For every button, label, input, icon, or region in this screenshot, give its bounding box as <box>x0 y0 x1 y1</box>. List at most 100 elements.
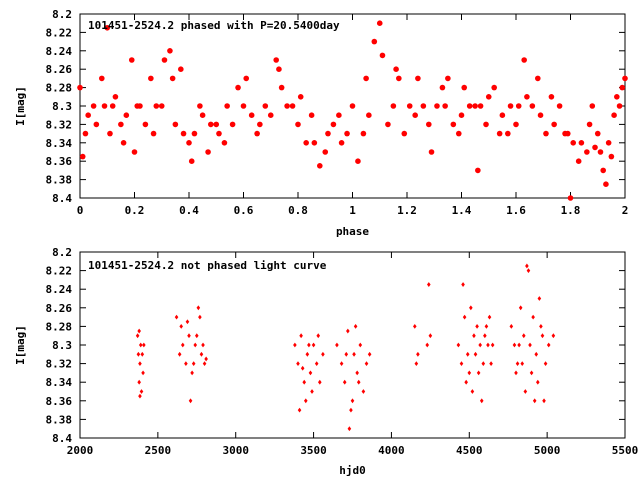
data-point <box>406 103 413 109</box>
x-tick-label: 1.4 <box>452 204 472 217</box>
data-point <box>139 389 144 394</box>
data-point <box>138 342 143 348</box>
y-tick-label: 8.34 <box>46 376 73 389</box>
data-point <box>469 305 473 311</box>
data-point <box>472 333 476 339</box>
data-point <box>307 342 311 348</box>
data-point <box>224 103 230 109</box>
data-point <box>515 103 522 109</box>
data-point <box>248 112 255 118</box>
data-point <box>505 130 511 137</box>
data-point <box>208 121 214 128</box>
data-point <box>466 103 473 109</box>
data-point <box>564 130 571 137</box>
data-point <box>461 84 468 91</box>
data-point <box>475 324 479 329</box>
x-tick-label: 0 <box>77 204 84 217</box>
data-point <box>531 314 535 320</box>
data-point <box>486 342 490 348</box>
data-point <box>112 94 119 100</box>
data-point <box>278 84 285 91</box>
data-point <box>611 112 617 118</box>
data-point <box>534 351 539 357</box>
data-point <box>148 75 154 82</box>
data-point <box>293 342 297 348</box>
data-point <box>136 351 141 357</box>
x-tick-label: 3500 <box>300 444 327 457</box>
data-point <box>240 103 247 109</box>
data-point <box>180 342 185 348</box>
data-point <box>584 149 590 155</box>
data-point <box>529 370 534 376</box>
data-point <box>390 103 397 109</box>
x-axis-label: phase <box>336 225 369 238</box>
x-tick-label: 2000 <box>67 444 94 457</box>
data-point <box>346 328 350 334</box>
data-point <box>524 94 530 100</box>
x-tick-labels: 0 0.2 0.4 0.6 0.8 1 1.2 1.4 1.6 1.8 2 <box>77 204 629 217</box>
data-point <box>161 57 168 63</box>
data-point <box>456 342 461 348</box>
data-point <box>616 103 623 109</box>
data-point <box>296 361 300 366</box>
data-point <box>311 140 318 146</box>
data-point <box>513 121 519 128</box>
data-point <box>412 112 418 118</box>
data-point <box>318 379 322 385</box>
data-point <box>138 393 142 399</box>
data-point <box>542 398 546 404</box>
x-tick-label: 1.2 <box>397 204 417 217</box>
data-point <box>517 342 521 348</box>
data-point <box>289 103 296 109</box>
data-point <box>575 158 582 164</box>
data-points <box>135 263 556 432</box>
data-point <box>254 130 260 137</box>
data-point <box>358 342 363 348</box>
data-point <box>496 130 503 137</box>
data-point <box>594 130 601 137</box>
data-point <box>204 356 208 362</box>
y-tick-label: 8.38 <box>46 413 73 426</box>
data-point <box>491 84 498 91</box>
x-axis-label: hjd0 <box>339 464 366 477</box>
data-point <box>586 121 593 128</box>
data-point <box>592 144 598 151</box>
data-point <box>507 103 514 109</box>
data-point <box>235 84 241 91</box>
data-point <box>135 333 140 339</box>
data-point <box>414 361 419 366</box>
y-tick-label: 8.28 <box>46 320 73 333</box>
data-point <box>548 94 555 100</box>
data-point <box>412 324 417 329</box>
data-point <box>330 121 337 128</box>
data-point <box>543 361 548 366</box>
data-point <box>174 314 179 320</box>
y-tick-label: 8.22 <box>46 26 73 39</box>
data-point <box>426 121 432 128</box>
data-point <box>490 342 495 348</box>
data-point <box>546 342 551 348</box>
data-point <box>512 342 517 348</box>
data-point <box>201 342 205 348</box>
data-point <box>190 370 194 376</box>
data-point <box>371 38 378 45</box>
data-point <box>128 57 135 63</box>
y-tick-label: 8.36 <box>46 155 73 168</box>
data-point <box>347 426 352 432</box>
data-point <box>267 112 274 118</box>
x-tick-label: 0.8 <box>288 204 308 217</box>
data-point <box>455 130 462 137</box>
data-point <box>450 121 457 128</box>
y-tick-label: 8.3 <box>52 100 72 113</box>
data-point <box>525 263 529 269</box>
data-point <box>153 103 160 109</box>
data-point <box>107 130 113 137</box>
data-point <box>302 379 307 385</box>
data-point <box>167 48 173 54</box>
data-point <box>142 342 146 348</box>
x-tick-label: 3000 <box>222 444 249 457</box>
data-point <box>191 361 196 366</box>
data-point <box>140 351 145 357</box>
data-point <box>339 361 344 366</box>
